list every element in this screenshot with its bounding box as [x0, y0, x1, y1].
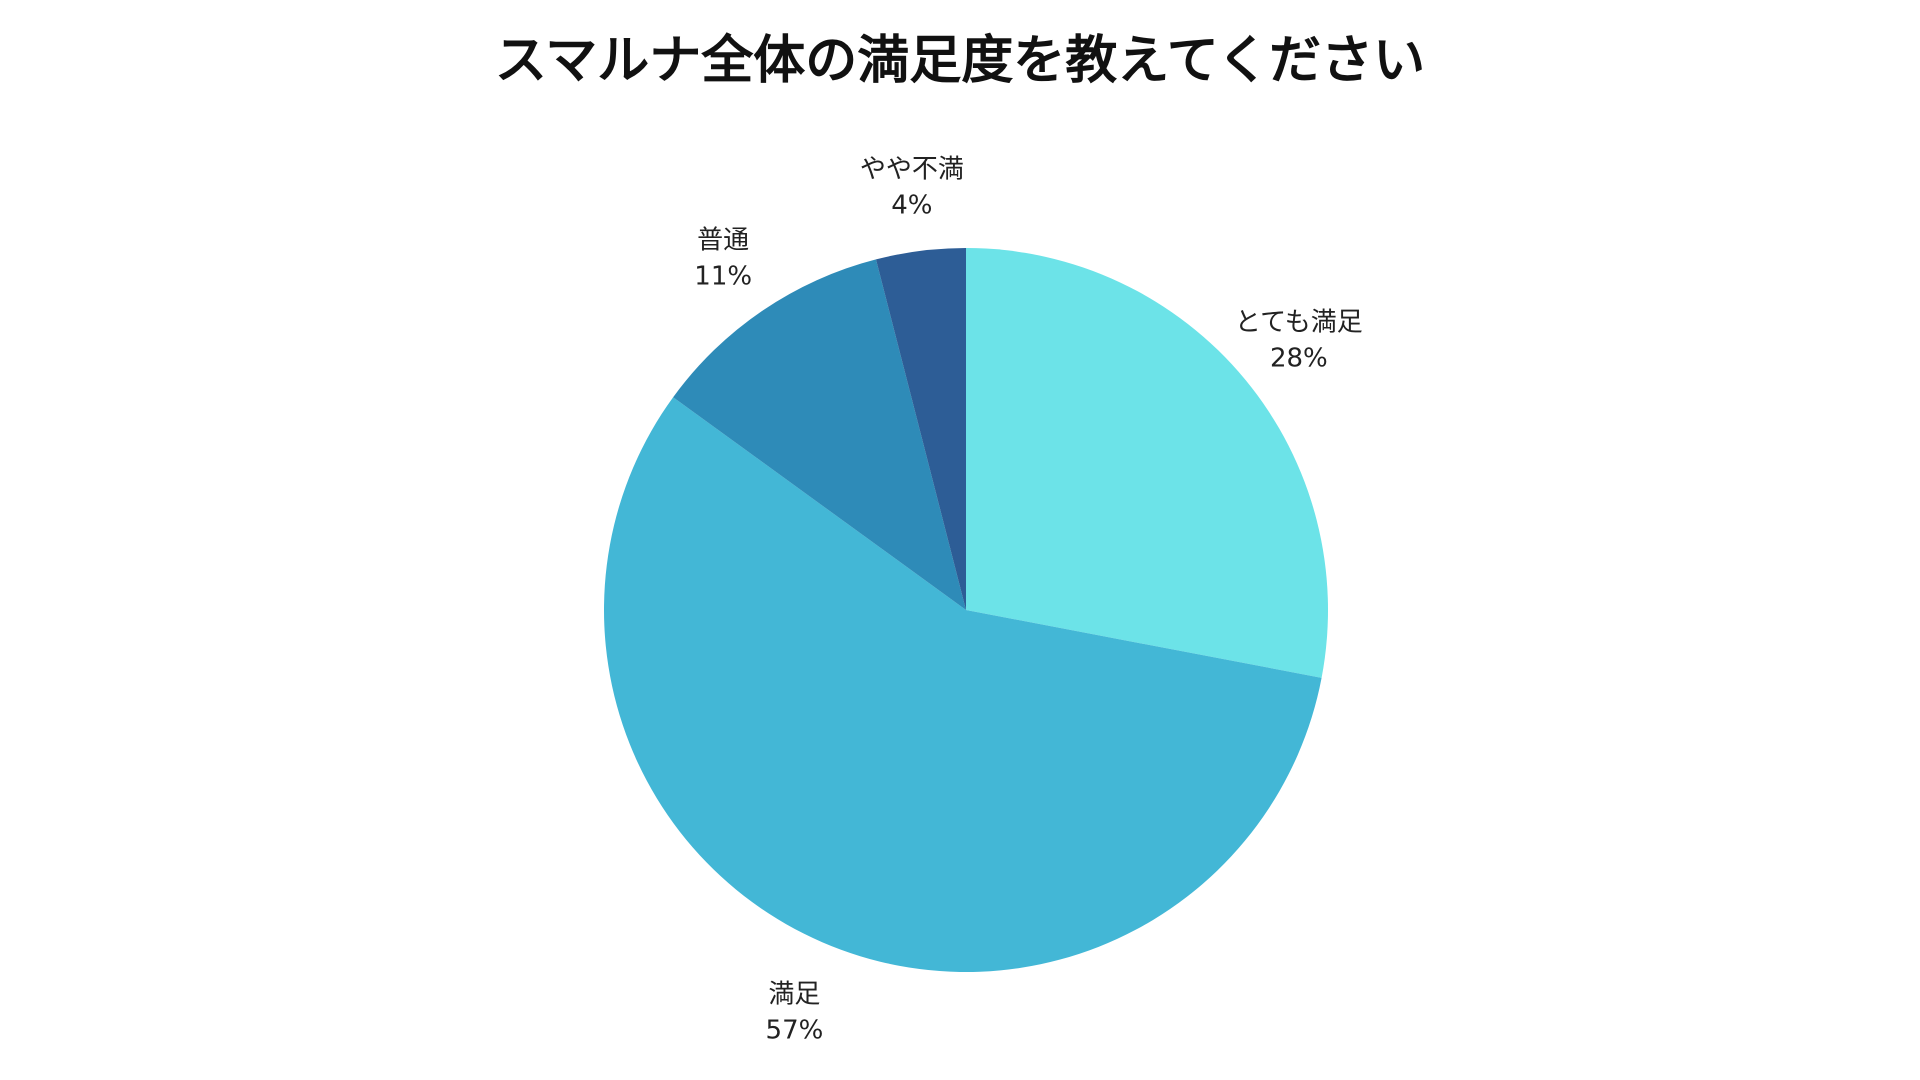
slice-value-0: 28%	[1270, 344, 1328, 374]
slice-value-3: 4%	[891, 190, 932, 220]
pie-slices	[604, 248, 1328, 972]
slice-value-1: 57%	[766, 1015, 824, 1045]
pie-slice-3	[875, 248, 966, 610]
pie-slice-1	[604, 397, 1322, 972]
slice-value-2: 11%	[694, 262, 752, 292]
chart-title: スマルナ全体の満足度を教えてください	[495, 31, 1425, 91]
slice-label-3: やや不満	[860, 154, 964, 184]
slice-label-1: 満足	[768, 979, 820, 1009]
pie-slice-0	[966, 248, 1328, 678]
pie-slice-2	[673, 259, 966, 610]
slice-label-2: 普通	[697, 226, 749, 256]
pie-labels: とても満足 28% 満足 57% 普通 11% やや不満 4%	[694, 154, 1363, 1045]
slice-label-0: とても満足	[1235, 308, 1363, 338]
